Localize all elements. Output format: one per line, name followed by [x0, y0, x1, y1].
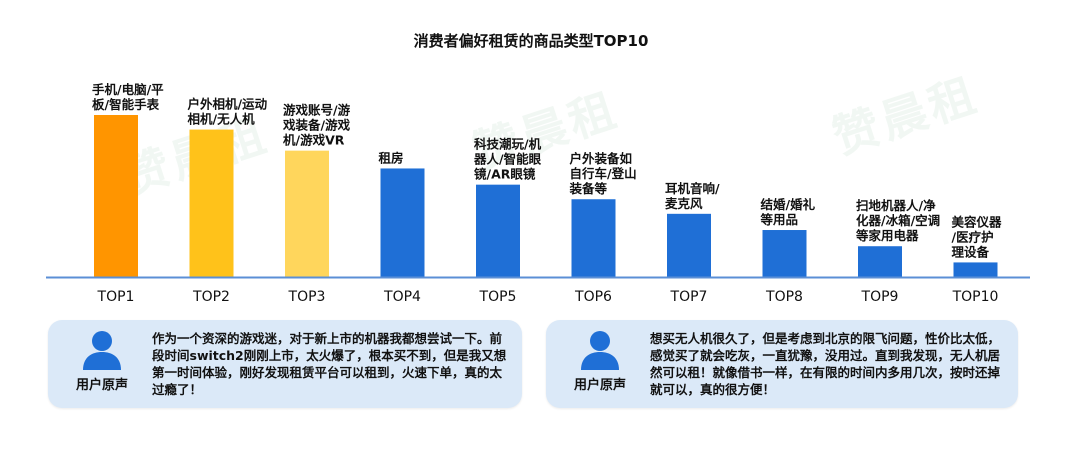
- x-tick-label: TOP2: [192, 289, 230, 305]
- x-tick-label: TOP10: [952, 289, 999, 305]
- x-tick-label: TOP5: [479, 289, 517, 305]
- bar-top7: [667, 213, 711, 277]
- quote-text: 想买无人机很久了，但是考虑到北京的限飞问题，性价比太低，感觉买了就会吃灰，一直犹…: [650, 331, 1001, 397]
- quote-source-label: 用户原声: [573, 378, 626, 393]
- x-tick-label: TOP1: [97, 289, 135, 305]
- x-tick-label: TOP8: [765, 289, 803, 305]
- user-avatar: 用户原声: [62, 326, 142, 404]
- user-quote-card: 用户原声 想买无人机很久了，但是考虑到北京的限飞问题，性价比太低，感觉买了就会吃…: [546, 320, 1018, 408]
- bar-chart: 消费者偏好租赁的商品类型TOP10 手机/电脑/平板/智能手表 户外相机/运动相机…: [46, 32, 1030, 305]
- user-quote-card: 用户原声 作为一个资深的游戏迷，对于新上市的机器我都想尝试一下。前段时间swit…: [48, 320, 522, 408]
- bar-category-label: 户外相机/运动相机/无人机: [188, 97, 268, 127]
- bar-category-label: 游戏账号/游戏装备/游戏机/游戏VR: [282, 103, 351, 148]
- bar-top5: [476, 184, 520, 277]
- user-icon: [83, 331, 121, 370]
- x-tick-label: TOP3: [288, 289, 326, 305]
- quote-source-label: 用户原声: [75, 378, 128, 393]
- bar-top10: [953, 262, 998, 277]
- quote-text: 作为一个资深的游戏迷，对于新上市的机器我都想尝试一下。前段时间switch2刚刚…: [152, 331, 507, 397]
- x-tick-label: TOP4: [383, 289, 421, 305]
- bar-category-label: 手机/电脑/平板/智能手表: [92, 82, 164, 112]
- bar-top8: [762, 230, 807, 277]
- user-icon: [581, 331, 619, 370]
- chart-title: 消费者偏好租赁的商品类型TOP10: [414, 32, 649, 50]
- bar-category-label: 科技潮玩/机器人/智能眼镜/AR眼镜: [473, 137, 542, 182]
- bar-category-label: 租房: [379, 150, 404, 165]
- bar-category-label: 扫地机器人/净化器/冰箱/空调等家用电器: [855, 198, 940, 243]
- bar-category-label: 耳机音响/麦克风: [665, 181, 720, 211]
- bar-top2: [189, 129, 234, 277]
- bar-top6: [571, 199, 616, 277]
- bar-category-label: 结婚/婚礼等用品: [760, 197, 816, 227]
- bar-top1: [94, 115, 138, 277]
- bar-top4: [380, 168, 425, 277]
- user-avatar: 用户原声: [560, 326, 640, 404]
- bar-top9: [858, 246, 902, 277]
- bar-category-label: 户外装备如自行车/登山装备等: [569, 151, 637, 196]
- bar-category-label: 美容仪器/医疗护理设备: [952, 214, 1003, 259]
- x-tick-label: TOP6: [574, 289, 612, 305]
- bar-top3: [285, 150, 329, 277]
- x-tick-label: TOP7: [670, 289, 708, 305]
- x-tick-label: TOP9: [861, 289, 899, 305]
